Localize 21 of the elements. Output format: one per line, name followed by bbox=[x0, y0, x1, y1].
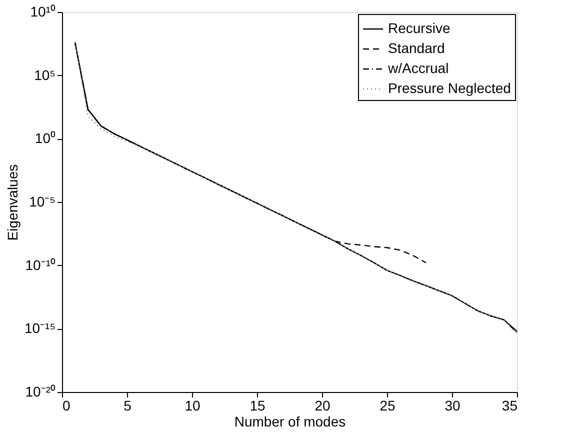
y-tick-label: 10⁻¹⁰ bbox=[25, 256, 56, 273]
y-tick-label: 10⁻⁵ bbox=[29, 194, 56, 210]
legend-label: Pressure Neglected bbox=[388, 80, 511, 96]
y-axis-title: Eigenvalues bbox=[4, 164, 20, 241]
x-tick-label: 10 bbox=[184, 398, 200, 414]
x-axis-title: Number of modes bbox=[234, 414, 346, 430]
y-tick-label: 10⁻¹⁵ bbox=[24, 320, 56, 336]
x-tick-label: 20 bbox=[314, 398, 330, 414]
x-tick-label: 15 bbox=[250, 398, 266, 414]
legend-label: w/Accrual bbox=[387, 60, 449, 76]
legend-label: Standard bbox=[388, 40, 445, 56]
y-tick-label: 10¹⁰ bbox=[30, 4, 56, 20]
y-tick-label: 10⁻²⁰ bbox=[25, 384, 56, 400]
y-tick-label: 10⁰ bbox=[34, 130, 56, 146]
x-tick-label: 35 bbox=[502, 398, 518, 414]
x-tick-label: 30 bbox=[444, 398, 460, 414]
y-tick-label: 10⁵ bbox=[34, 66, 56, 83]
x-tick-label: 0 bbox=[62, 398, 70, 414]
legend-label: Recursive bbox=[388, 20, 450, 36]
x-tick-label: 5 bbox=[124, 398, 132, 414]
x-tick-label: 25 bbox=[380, 398, 396, 414]
